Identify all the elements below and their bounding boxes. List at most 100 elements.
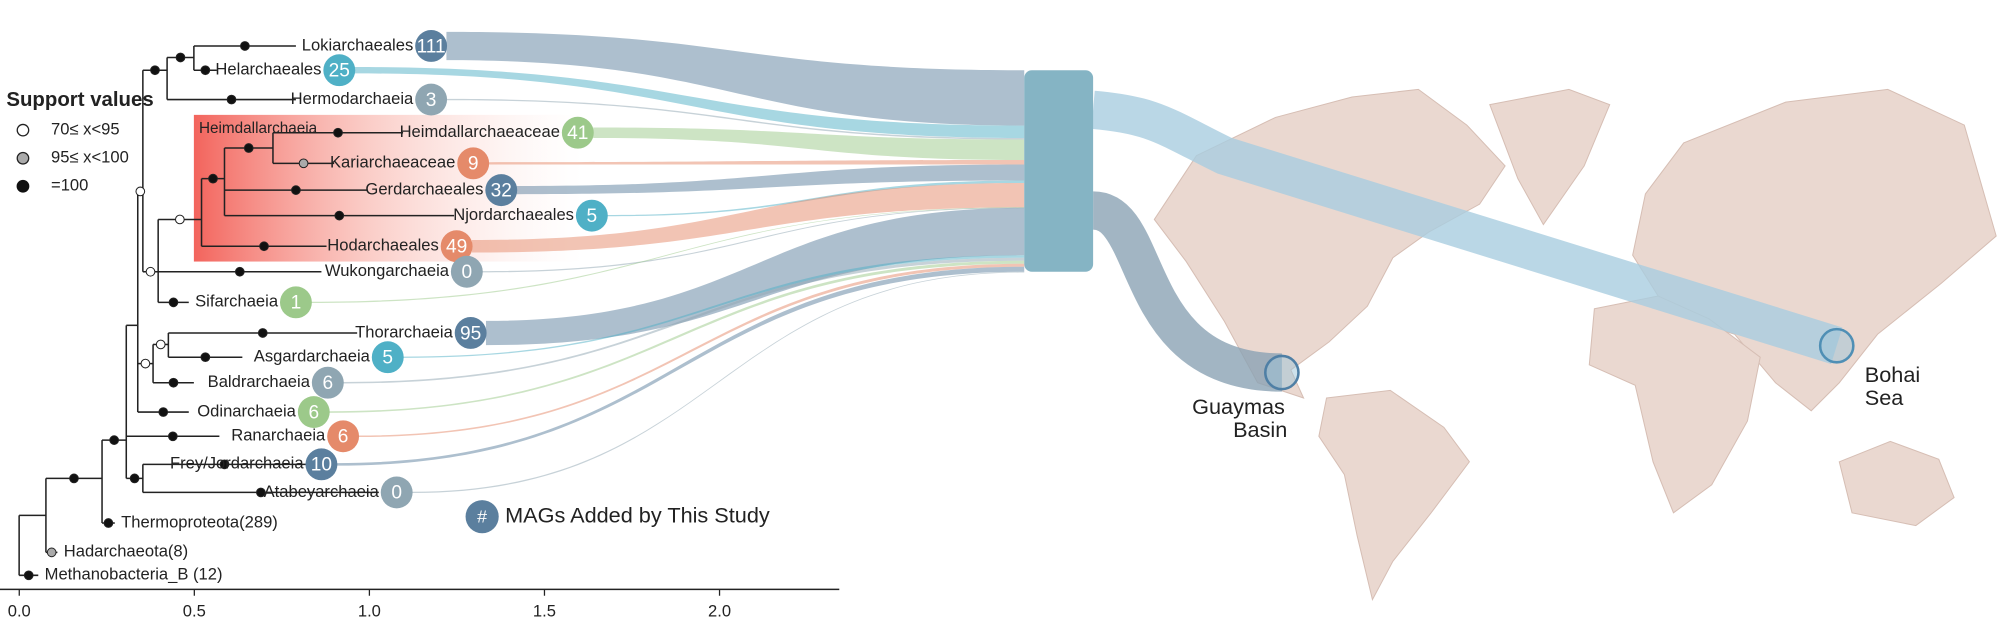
leaf-label: Lokiarchaeales — [302, 35, 414, 54]
count-label: 6 — [338, 427, 349, 448]
leaf-label: Kariarchaeaceae — [330, 153, 455, 172]
count-label: 5 — [382, 348, 393, 369]
sankey-flow — [403, 255, 1025, 358]
support-dot — [255, 487, 266, 498]
support-dot — [200, 65, 211, 76]
site-label: Sea — [1865, 385, 1905, 410]
leaf-label: Ranarchaeia — [231, 426, 326, 445]
sankey-flow — [471, 182, 1025, 253]
leaf-label: Wukongarchaeia — [325, 261, 450, 280]
support-dot — [259, 241, 269, 252]
count-label: 111 — [417, 36, 446, 57]
site-marker — [1264, 354, 1300, 391]
outgroup-label: Thermoproteota(289) — [121, 512, 278, 531]
support-dot — [69, 473, 79, 484]
count-badge — [305, 448, 338, 481]
support-dot — [168, 377, 179, 388]
leaf-label: Frey/Jordarchaeia — [170, 454, 304, 473]
count-label: 0 — [462, 262, 473, 283]
sankey-flow — [343, 257, 1025, 384]
site-label: Bohai — [1865, 362, 1920, 387]
leaf-label: Odinarchaeia — [197, 401, 296, 420]
count-badge — [561, 116, 594, 149]
count-badge — [415, 83, 448, 116]
count-label: 25 — [329, 61, 350, 82]
count-badge — [485, 174, 518, 207]
sankey-flow — [358, 263, 1025, 438]
x-tick-label: 1.5 — [533, 602, 556, 621]
sankey-node — [1024, 70, 1094, 272]
sankey-flow — [311, 207, 1025, 304]
legend-item: 95≤ x<100 — [51, 148, 129, 167]
outgroup-label: Methanobacteria_B (12) — [45, 565, 223, 584]
support-dot — [298, 158, 309, 169]
count-badge — [440, 230, 473, 263]
flow-to-guaymas — [1090, 191, 1283, 392]
support-dot — [46, 547, 57, 558]
sankey-flow — [488, 160, 1025, 165]
support-dot — [145, 266, 156, 277]
count-badge — [371, 341, 404, 374]
count-badge — [311, 366, 344, 399]
leaf-label: Gerdarchaeales — [365, 179, 483, 198]
count-badge — [575, 199, 608, 232]
x-tick-label: 1.0 — [358, 602, 381, 621]
sankey-flow — [446, 98, 1025, 140]
legend-symbol — [16, 123, 30, 137]
site-marker — [1818, 327, 1855, 364]
flow-to-bohai — [1091, 90, 1843, 365]
x-tick-label: 2.0 — [708, 602, 731, 621]
leaf-label: Hodarchaeales — [327, 236, 439, 255]
count-badge — [327, 420, 360, 453]
badge-legend-symbol — [465, 500, 499, 534]
legend-item: 70≤ x<95 — [51, 120, 120, 139]
leaf-label: Atabeyarchaeia — [264, 482, 380, 501]
south-america — [1318, 389, 1471, 601]
sankey-flow — [482, 207, 1025, 273]
legend-item: =100 — [51, 176, 88, 195]
count-label: 3 — [426, 90, 437, 111]
leaf-label: Njordarchaeales — [453, 205, 574, 224]
site-label: Basin — [1233, 417, 1287, 442]
count-badge — [450, 255, 483, 288]
clade-label: Heimdallarchaeia — [199, 120, 318, 137]
badge-legend-symbol-text: # — [477, 507, 487, 527]
australia — [1838, 440, 1955, 527]
outgroup-label: Hadarchaeota(8) — [64, 542, 188, 561]
greenland — [1489, 88, 1611, 226]
leaf-label: Heimdallarchaeaceae — [400, 122, 560, 141]
count-badge — [454, 317, 487, 349]
support-dot — [243, 143, 254, 153]
count-label: 0 — [391, 483, 402, 504]
count-label: 9 — [468, 154, 479, 175]
support-dot — [158, 407, 169, 417]
x-tick-label: 0.5 — [183, 602, 206, 621]
count-badge — [297, 396, 330, 429]
leaf-label: Helarchaeales — [215, 60, 321, 79]
count-label: 5 — [587, 206, 598, 227]
count-label: 6 — [322, 373, 333, 394]
count-label: 6 — [308, 402, 319, 423]
site-label: Guaymas — [1192, 394, 1285, 419]
support-dot — [135, 186, 146, 197]
count-badge — [279, 286, 312, 319]
support-dot — [291, 185, 301, 195]
sankey-flow — [411, 271, 1025, 494]
leaf-label: Thorarchaeia — [355, 322, 453, 341]
support-dot — [155, 339, 166, 350]
support-dot — [109, 435, 120, 445]
sankey-flow — [485, 207, 1025, 346]
support-dot — [175, 214, 185, 225]
sankey-flow — [593, 127, 1025, 161]
leaf-label: Sifarchaeia — [195, 292, 279, 311]
sankey-flow — [516, 164, 1025, 195]
x-tick-label: 0.0 — [8, 602, 31, 621]
sankey-flow — [329, 260, 1025, 413]
count-label: 32 — [491, 180, 512, 201]
sankey-flow — [336, 266, 1025, 466]
sankey-flow — [446, 31, 1025, 126]
support-dot — [150, 65, 160, 76]
count-label: 1 — [291, 293, 302, 314]
support-dot — [226, 94, 237, 105]
count-label: 95 — [460, 323, 481, 344]
